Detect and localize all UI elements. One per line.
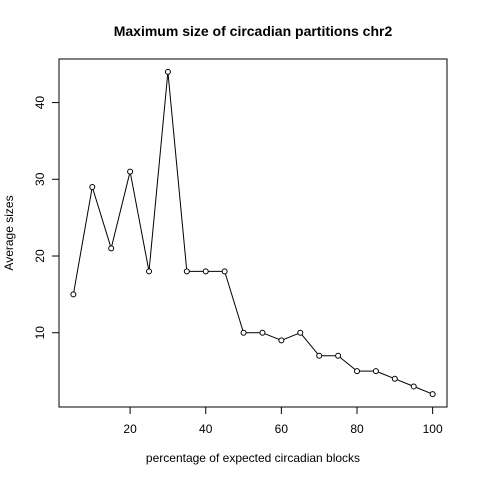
data-point (278, 337, 285, 344)
data-point (259, 329, 266, 336)
data-point (429, 391, 436, 398)
x-tick-label: 20 (123, 422, 137, 436)
data-point (221, 268, 228, 275)
data-point (146, 268, 153, 275)
data-point (240, 329, 247, 336)
data-point (70, 291, 77, 298)
series-line-segment (378, 371, 393, 379)
data-points (70, 68, 436, 398)
y-axis: 10 20 30 40 (33, 96, 59, 340)
data-point (335, 352, 342, 359)
series-line-segment (111, 173, 130, 247)
series-line-group (73, 74, 431, 394)
y-tick-label: 10 (33, 326, 47, 340)
plot-frame (58, 58, 448, 408)
data-point (89, 183, 96, 190)
data-point (410, 383, 417, 390)
series-line-segment (73, 189, 93, 293)
series-line-segment (283, 333, 299, 340)
data-point (391, 375, 398, 382)
data-point (297, 329, 304, 336)
chart-title: Maximum size of circadian partitions chr… (114, 23, 393, 39)
series-line-segment (130, 173, 150, 269)
series-line-segment (415, 386, 431, 394)
data-point (372, 368, 379, 375)
x-axis: 20 40 60 80 100 (123, 407, 443, 436)
series-line-segment (92, 189, 111, 247)
x-tick-label: 40 (199, 422, 213, 436)
y-tick-label: 20 (33, 249, 47, 263)
y-axis-label: Average sizes (2, 195, 16, 270)
y-tick-label: 40 (33, 96, 47, 110)
x-axis-label: percentage of expected circadian blocks (146, 451, 360, 465)
series-line-segment (264, 333, 280, 340)
series-line-segment (339, 356, 356, 370)
series-line-segment (167, 74, 188, 269)
series-line-segment (301, 334, 318, 355)
data-point (108, 245, 115, 252)
data-point (183, 268, 190, 275)
data-point (127, 168, 134, 175)
data-point (353, 368, 360, 375)
x-tick-label: 60 (275, 422, 289, 436)
series-line-segment (148, 74, 169, 269)
data-point (316, 352, 323, 359)
x-tick-label: 100 (423, 422, 443, 436)
y-tick-label: 30 (33, 172, 47, 186)
x-tick-label: 80 (350, 422, 364, 436)
series-line-segment (224, 273, 244, 331)
series-line-segment (396, 379, 412, 386)
data-point (164, 68, 171, 75)
data-point (202, 268, 209, 275)
